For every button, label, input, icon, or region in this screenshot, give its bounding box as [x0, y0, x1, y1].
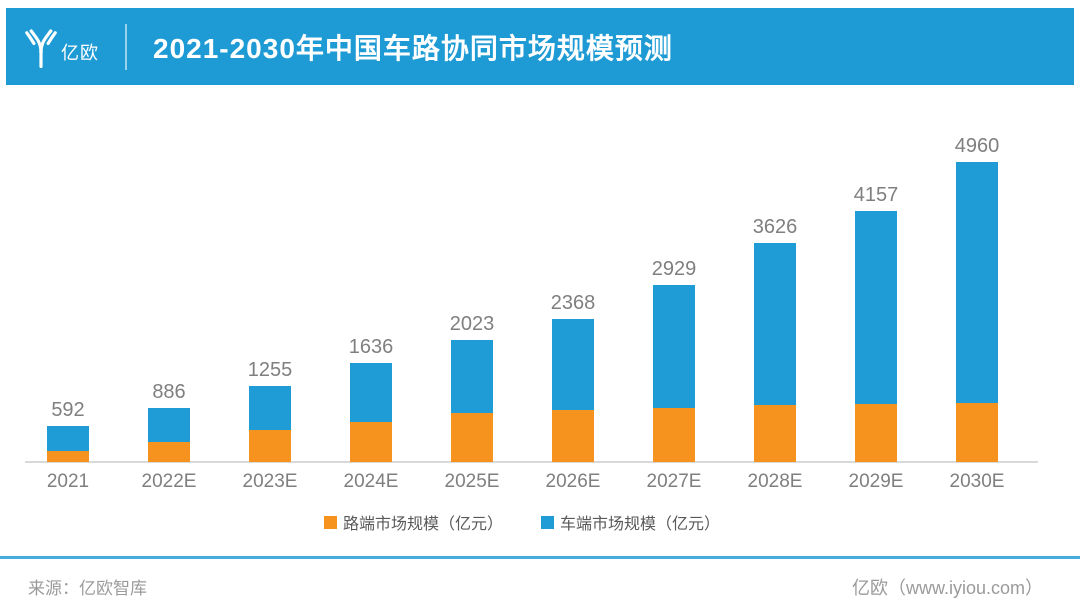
bar-segment-vehicle — [451, 340, 493, 413]
header-divider — [125, 23, 127, 70]
bar-segment-vehicle — [754, 243, 796, 405]
bar-segment-vehicle — [47, 426, 89, 451]
bar-group — [148, 408, 190, 462]
bar-group — [47, 426, 89, 462]
bar-group — [350, 363, 392, 462]
bar-value-label: 3626 — [752, 216, 798, 238]
bar-group — [855, 211, 897, 462]
footer-divider — [0, 556, 1080, 559]
bar-value-label: 2368 — [550, 292, 596, 314]
source-text: 来源：亿欧智库 — [28, 579, 147, 598]
legend-item-vehicle: 车端市场规模（亿元） — [541, 510, 720, 534]
bar-segment-vehicle — [855, 211, 897, 404]
legend-label-vehicle: 车端市场规模（亿元） — [560, 516, 721, 533]
bar-value-label: 4157 — [853, 184, 899, 206]
legend-label-road: 路端市场规模（亿元） — [342, 516, 503, 533]
header-bar: 亿欧 2021-2030年中国车路协同市场规模预测 — [6, 8, 1074, 85]
bar-segment-vehicle — [552, 319, 594, 410]
bar-segment-vehicle — [653, 285, 695, 408]
x-axis-label: 2027E — [646, 471, 702, 492]
x-axis-line — [25, 461, 1038, 463]
bar-segment-road — [47, 451, 89, 462]
bar-segment-road — [855, 404, 897, 462]
bar-value-label: 886 — [152, 381, 186, 403]
bar-value-label: 2023 — [449, 313, 495, 335]
x-axis-label: 2026E — [545, 471, 601, 492]
bar-value-label: 1255 — [247, 359, 293, 381]
bar-segment-vehicle — [148, 408, 190, 442]
x-axis-label: 2025E — [444, 471, 500, 492]
x-axis-label: 2023E — [242, 471, 298, 492]
bar-group — [451, 340, 493, 462]
bar-segment-road — [451, 413, 493, 462]
x-axis-label: 2022E — [141, 471, 197, 492]
page-title: 2021-2030年中国车路协同市场规模预测 — [153, 32, 673, 64]
x-axis-label: 2021 — [46, 471, 90, 492]
bar-segment-road — [350, 422, 392, 462]
bar-segment-road — [552, 410, 594, 462]
bar-group — [653, 285, 695, 462]
bar-segment-vehicle — [249, 386, 291, 430]
bar-segment-road — [754, 405, 796, 462]
x-axis-label: 2024E — [343, 471, 399, 492]
bar-group — [956, 162, 998, 462]
legend-swatch-road-icon — [323, 515, 337, 529]
bar-value-label: 1636 — [348, 336, 394, 358]
bar-segment-road — [249, 430, 291, 462]
x-axis-label: 2029E — [848, 471, 904, 492]
bar-segment-road — [956, 403, 998, 462]
legend-swatch-vehicle-icon — [541, 515, 554, 529]
legend: 路端市场规模（亿元） 车端市场规模（亿元） — [0, 510, 1044, 534]
bar-value-label: 2929 — [651, 258, 697, 280]
bar-group — [754, 243, 796, 462]
legend-item-road: 路端市场规模（亿元） — [323, 510, 503, 534]
bar-value-label: 592 — [51, 399, 85, 421]
bar-segment-road — [653, 408, 695, 462]
x-axis-label: 2030E — [949, 471, 1005, 492]
yiou-logo-icon — [25, 26, 57, 68]
bar-value-label: 4960 — [954, 135, 1000, 157]
bar-segment-vehicle — [350, 363, 392, 422]
bar-group — [552, 319, 594, 462]
footer-brand: 亿欧（www.iyiou.com） — [851, 578, 1043, 598]
bar-segment-vehicle — [956, 162, 998, 403]
x-axis-label: 2028E — [747, 471, 803, 492]
bar-segment-road — [148, 442, 190, 462]
brand-name: 亿欧 — [61, 42, 99, 63]
bar-group — [249, 386, 291, 462]
